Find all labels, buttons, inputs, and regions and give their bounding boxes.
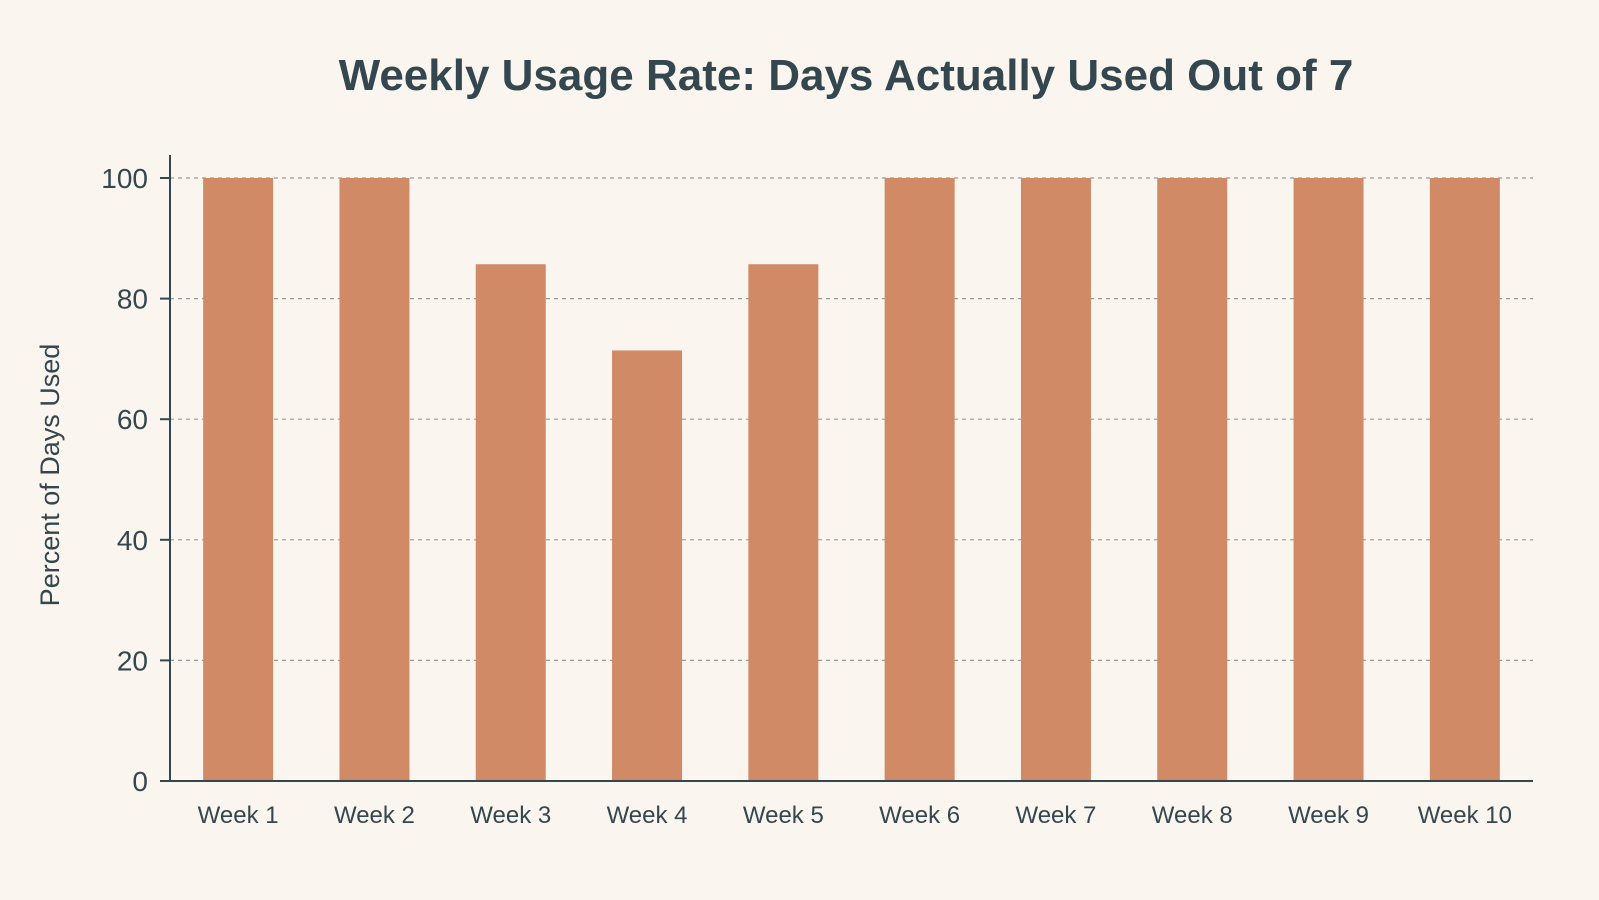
y-axis-label: Percent of Days Used [35,344,65,607]
bar-7 [1020,178,1091,781]
x-category-label: Week 5 [743,802,824,829]
y-tick-labels: 0 20 40 60 80 100 [101,163,148,797]
axes [160,155,1533,782]
x-category-label: Week 6 [879,802,960,829]
x-category-label: Week 2 [334,802,415,829]
x-category-label: Week 7 [1015,802,1096,829]
x-category-label: Week 3 [470,802,551,829]
x-category-label: Week 1 [198,802,279,829]
x-category-labels: Week 1 Week 2 Week 3 Week 4 Week 5 Week 6 Week… [198,802,1512,829]
x-category-label: Week 9 [1288,802,1369,829]
bar-10 [1429,178,1500,781]
x-category-label: Week 10 [1418,802,1512,829]
bar-6 [884,178,955,781]
bars [203,178,1500,781]
y-tick-label: 0 [132,766,148,797]
x-category-label: Week 8 [1152,802,1233,829]
bar-8 [1157,178,1228,781]
y-tick-label: 100 [101,163,148,194]
x-category-label: Week 4 [607,802,688,829]
y-tick-label: 20 [117,645,148,676]
chart-title: Weekly Usage Rate: Days Actually Used Ou… [339,51,1354,100]
bar-2 [339,178,410,781]
bar-4 [612,350,683,781]
y-tick-label: 80 [117,284,148,315]
bar-1 [203,178,274,781]
bar-3 [475,264,546,781]
bar-5 [748,264,819,781]
bar-9 [1293,178,1364,781]
y-tick-label: 60 [117,404,148,435]
y-tick-label: 40 [117,525,148,556]
